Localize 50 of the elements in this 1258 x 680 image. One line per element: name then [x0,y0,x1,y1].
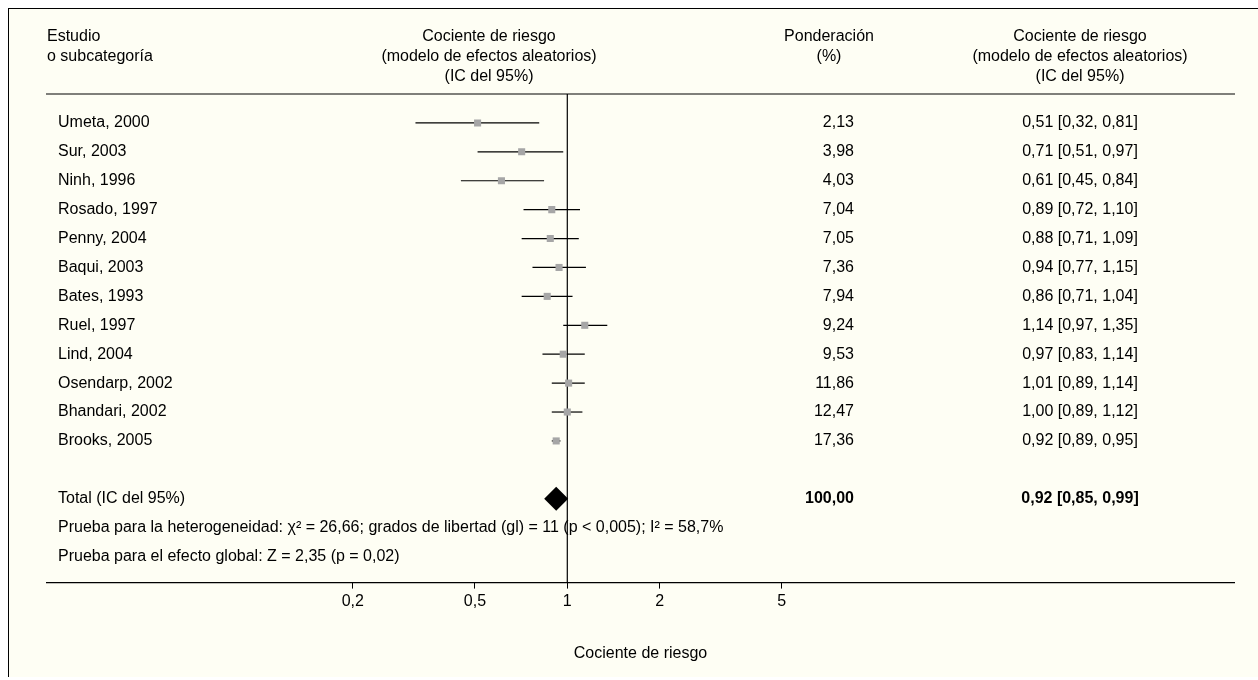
annotation: 0,89 [0,72, 1,10] [1022,200,1138,218]
y-tick-label: Ninh, 1996 [58,171,136,189]
y-tick-label: Penny, 2004 [58,228,147,246]
annotation: 0,51 [0,32, 0,81] [1022,113,1138,131]
y-tick-label: Bhandari, 2002 [58,402,167,420]
annotation: 4,03 [822,171,855,189]
x-tick-label: 2 [655,591,665,609]
annotation: 100,00 [805,489,855,507]
x-tick-label: 0,5 [463,591,487,609]
y-tick-label: Rosado, 1997 [58,200,158,218]
text: Cociente de riesgo (modelo de efectos aleatorios) (IC del 95%) [972,27,1188,85]
annotation: 17,36 [813,431,855,449]
annotation: 7,94 [822,286,855,304]
x-tick-label: 1 [562,591,572,609]
x-axis-title: Cociente de riesgo [573,643,708,661]
annotation: 7,05 [822,228,855,246]
annotation: 12,47 [813,402,855,420]
annotation: 0,86 [0,71, 1,04] [1022,286,1138,304]
y-tick-label: Total (IC del 95%) [58,489,186,507]
chart-title: Cociente de riesgo (modelo de efectos aleatorios) (IC del 95%) [381,27,597,85]
annotation: 0,92 [0,85, 0,99] [1021,489,1139,507]
annotation: 3,98 [822,142,855,160]
annotation: 9,24 [822,315,855,333]
annotation: 7,04 [822,200,855,218]
annotation: 0,94 [0,77, 1,15] [1022,257,1138,275]
y-tick-label: Ruel, 1997 [58,315,136,333]
text: Ponderación (%) [784,27,874,65]
y-tick-label: Lind, 2004 [58,344,133,362]
y-tick-label: Brooks, 2005 [58,431,153,449]
annotation: 0,88 [0,71, 1,09] [1022,228,1138,246]
annotation: 0,92 [0,89, 0,95] [1022,431,1138,449]
annotation: 2,13 [822,113,855,131]
y-axis-title: Estudio o subcategoría [47,27,153,65]
y-tick-label: Bates, 1993 [58,286,144,304]
annotation: 9,53 [822,344,855,362]
annotation: 11,86 [815,373,855,391]
y-tick-label: Baqui, 2003 [58,257,144,275]
y-tick-label: Osendarp, 2002 [58,373,173,391]
annotation: 7,36 [822,257,855,275]
x-tick-label: 0,2 [341,591,365,609]
y-tick-label: Sur, 2003 [58,142,127,160]
annotation: 1,00 [0,89, 1,12] [1022,402,1138,420]
annotation: 1,14 [0,97, 1,35] [1022,315,1138,333]
annotation: 1,01 [0,89, 1,14] [1022,373,1138,391]
annotation: 0,71 [0,51, 0,97] [1022,142,1138,160]
annotation: 0,97 [0,83, 1,14] [1022,344,1138,362]
x-tick-label: 5 [777,591,787,609]
annotation: 0,61 [0,45, 0,84] [1022,171,1138,189]
text: Prueba para el efecto global: Z = 2,35 (p = 0,02) [58,546,400,564]
y-tick-label: Umeta, 2000 [58,113,150,131]
